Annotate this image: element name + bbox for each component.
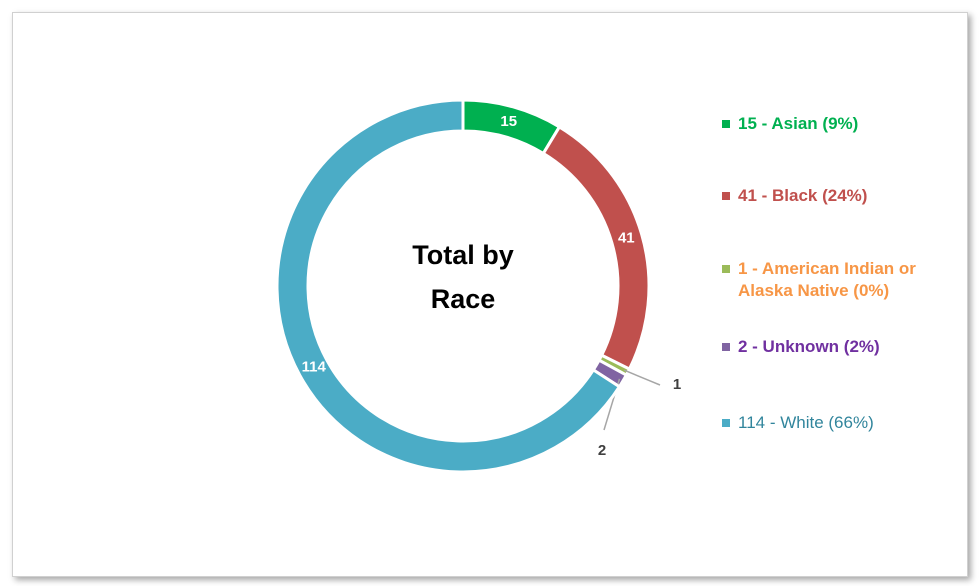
data-label: 15 — [500, 113, 517, 130]
legend-label: 15 - Asian (9%) — [738, 114, 859, 133]
legend-label: 2 - Unknown (2%) — [738, 337, 880, 356]
donut-slice — [275, 98, 622, 474]
legend-label: 1 - American Indian or Alaska Native (0%… — [738, 259, 916, 300]
legend-marker — [722, 265, 730, 273]
legend-marker — [722, 192, 730, 200]
legend-marker — [722, 343, 730, 351]
legend-item: 1 - American Indian or Alaska Native (0%… — [722, 258, 957, 302]
legend-marker — [722, 419, 730, 427]
donut-slice — [541, 124, 651, 372]
legend-item: 15 - Asian (9%) — [722, 113, 957, 135]
legend-label: 114 - White (66%) — [738, 413, 874, 432]
data-label: 1 — [673, 376, 681, 393]
chart-title: Total by Race — [412, 240, 514, 314]
legend-marker — [722, 120, 730, 128]
data-label: 41 — [618, 230, 635, 247]
legend-item: 114 - White (66%) — [722, 412, 957, 434]
legend-label: 41 - Black (24%) — [738, 186, 868, 205]
legend-item: 2 - Unknown (2%) — [722, 336, 957, 358]
leader-line — [624, 369, 661, 386]
data-label: 2 — [598, 442, 606, 459]
data-label: 114 — [302, 358, 327, 375]
legend-item: 41 - Black (24%) — [722, 185, 957, 207]
